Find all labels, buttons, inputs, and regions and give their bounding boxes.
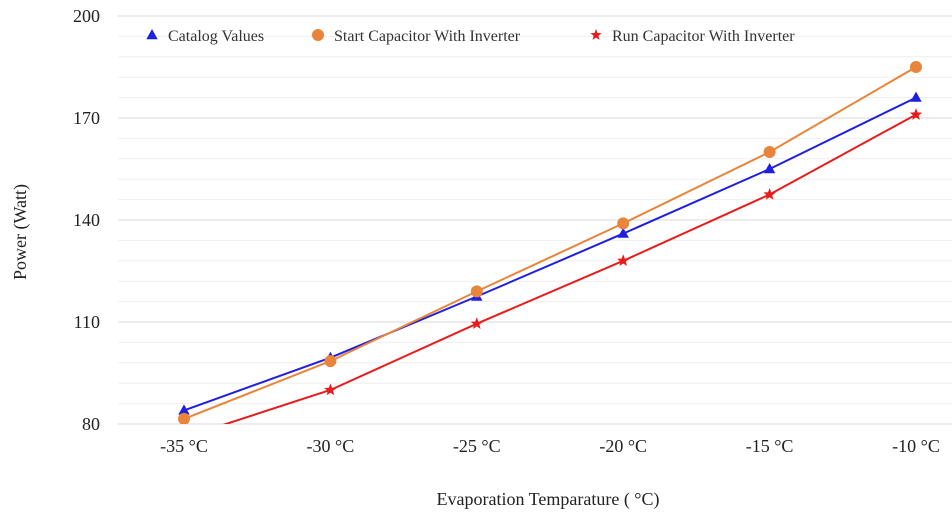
circle-marker xyxy=(763,146,776,158)
x-tick-label: -30 °C xyxy=(307,436,355,456)
star-marker xyxy=(470,317,483,329)
star-marker xyxy=(590,29,602,40)
series-1 xyxy=(178,91,922,415)
circle-marker xyxy=(178,412,190,424)
star-marker xyxy=(617,254,630,267)
circle-marker xyxy=(324,355,337,368)
x-tick-label: -10 °C xyxy=(892,436,940,456)
series-line xyxy=(183,66,917,420)
gridlines xyxy=(118,15,952,425)
legend-item: Start Capacitor With Inverter xyxy=(312,28,521,45)
y-tick-label: 110 xyxy=(74,312,100,332)
circle-marker xyxy=(910,61,922,73)
x-tick-label: -15 °C xyxy=(746,436,794,456)
circle-marker xyxy=(470,285,483,298)
x-axis-title: Evaporation Temparature ( °C) xyxy=(436,489,659,510)
legend-label: Run Capacitor With Inverter xyxy=(612,28,795,45)
circle-marker xyxy=(312,29,324,41)
circle-marker xyxy=(617,217,630,230)
y-tick-label: 140 xyxy=(73,210,100,230)
legend-label: Start Capacitor With Inverter xyxy=(334,28,521,45)
x-tick-label: -20 °C xyxy=(599,436,647,456)
series-group xyxy=(178,61,923,424)
triangle-marker xyxy=(763,163,776,174)
y-tick-labels: 80 110 140 170 200 xyxy=(73,6,100,434)
series-2 xyxy=(178,61,922,424)
series-3 xyxy=(222,108,923,424)
series-line xyxy=(183,96,917,412)
series-line xyxy=(222,113,917,424)
star-marker xyxy=(324,383,337,396)
y-tick-label: 80 xyxy=(82,414,100,434)
x-tick-label: -25 °C xyxy=(453,436,501,456)
triangle-marker xyxy=(146,29,158,40)
legend-item: Catalog Values xyxy=(146,28,264,45)
triangle-marker xyxy=(178,404,190,415)
x-tick-labels: -35 °C -30 °C -25 °C -20 °C -15 °C -10 °C xyxy=(160,436,940,456)
triangle-marker xyxy=(617,227,629,238)
legend-item: Run Capacitor With Inverter xyxy=(590,28,795,45)
star-marker xyxy=(763,188,776,200)
triangle-marker xyxy=(910,91,922,102)
y-axis-title: Power (Watt) xyxy=(10,184,31,280)
y-tick-label: 200 xyxy=(73,6,100,26)
star-marker xyxy=(909,108,923,120)
x-tick-label: -35 °C xyxy=(160,436,208,456)
legend: Catalog Values Start Capacitor With Inver… xyxy=(146,28,795,45)
legend-label: Catalog Values xyxy=(168,28,264,45)
y-tick-label: 170 xyxy=(73,108,100,128)
